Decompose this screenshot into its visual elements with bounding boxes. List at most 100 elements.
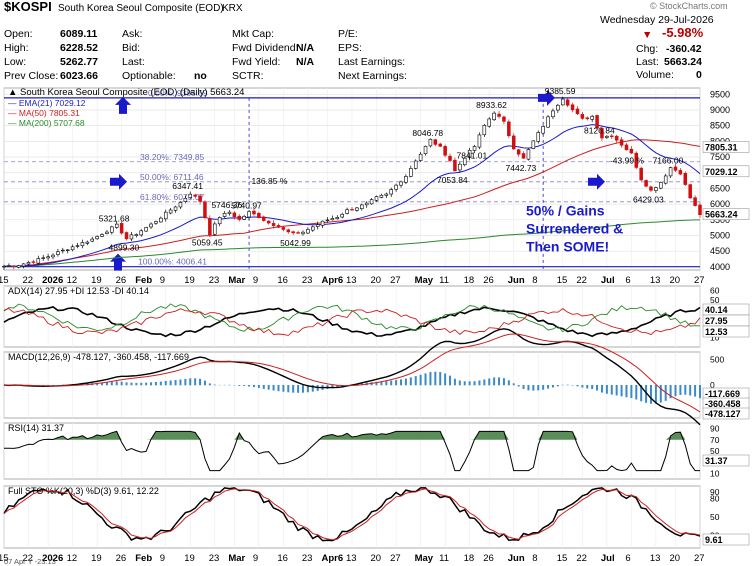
- candle: [266, 220, 271, 224]
- chg-value: -360.42: [666, 43, 702, 55]
- macd-histogram-bar: [522, 385, 525, 390]
- x-tick-label: 22: [23, 275, 34, 286]
- macd-histogram-bar: [272, 385, 275, 391]
- candle: [487, 118, 491, 127]
- candle: [154, 221, 158, 224]
- minus-di-line: [3, 308, 701, 336]
- x-tick-label: Mar: [228, 275, 245, 286]
- candle: [497, 113, 501, 117]
- chart-name: South Korea Seoul Composite (EOD): [58, 3, 224, 14]
- x-tick-label: 19: [91, 275, 102, 286]
- candle: [448, 155, 452, 161]
- rsi-line: [4, 430, 700, 472]
- pct-annotation: -43.99 %: [610, 156, 644, 166]
- candle: [605, 135, 609, 138]
- pct-change: -5.98%: [662, 25, 704, 40]
- rsi-badge: 31.37: [705, 456, 728, 466]
- macd-histogram-bar: [257, 385, 260, 388]
- x-tick-label: 18: [464, 553, 475, 564]
- y-tick-label: 4500: [710, 246, 730, 256]
- macd-histogram-bar: [203, 380, 206, 386]
- macd-histogram-bar: [674, 385, 677, 397]
- macd-histogram-bar: [620, 385, 623, 397]
- candle: [208, 218, 212, 236]
- macd-histogram-bar: [659, 385, 662, 403]
- macd-histogram-bar: [478, 380, 481, 386]
- x-tick-label: 12: [67, 275, 78, 286]
- x-tick-label: 22: [23, 553, 34, 564]
- x-tick-label: 22: [576, 553, 587, 564]
- macd-histogram-bar: [243, 385, 246, 387]
- candle: [693, 197, 697, 206]
- macd-histogram-bar: [635, 385, 638, 400]
- x-tick-label: 20: [371, 275, 382, 286]
- macd-histogram-bar: [336, 385, 339, 388]
- y-tick-label: 4000: [710, 262, 730, 272]
- candle: [7, 265, 11, 267]
- x-tick-label: 13: [346, 275, 357, 286]
- candle: [458, 163, 462, 171]
- fib-label: 61.80%: 6073.07: [140, 192, 205, 202]
- candle: [213, 223, 217, 235]
- candle: [546, 116, 550, 128]
- candle: [149, 223, 153, 228]
- candle: [443, 146, 447, 156]
- candle: [257, 213, 261, 218]
- macd-histogram-bar: [404, 378, 407, 386]
- up-arrow-icon: [110, 253, 126, 271]
- candle: [21, 263, 26, 267]
- macd-histogram-bar: [189, 378, 192, 386]
- macd-histogram-bar: [576, 385, 579, 387]
- adx-badge: 12.53: [705, 327, 728, 337]
- quote-date: Wednesday 29-Jul-2026: [600, 14, 714, 26]
- macd-histogram-bar: [581, 385, 584, 388]
- macd-histogram-bar: [174, 380, 177, 386]
- candle: [610, 135, 614, 137]
- fib-label: 100.00%: 4006.41: [138, 257, 207, 267]
- candle: [453, 159, 457, 172]
- macd-histogram-bar: [125, 382, 128, 386]
- macd-histogram-bar: [414, 376, 417, 386]
- candle: [271, 223, 276, 226]
- candle: [551, 110, 555, 118]
- macd-histogram-bar: [463, 381, 466, 386]
- x-tick-label: 9: [253, 275, 258, 286]
- ma50-badge-box: [702, 141, 750, 153]
- x-tick-label: 27: [390, 553, 401, 564]
- exchange: KRX: [222, 3, 243, 14]
- macd-histogram-bar: [493, 377, 496, 386]
- macd-histogram-bar: [277, 385, 280, 392]
- x-tick-label: 9: [253, 553, 258, 564]
- macd-histogram-bar: [390, 380, 393, 386]
- macd-histogram-bar: [502, 378, 505, 386]
- candle: [306, 229, 310, 234]
- callout-text: Surrendered &: [526, 220, 623, 236]
- candle: [203, 201, 207, 219]
- candle: [311, 226, 315, 231]
- stat-label: High:: [4, 42, 29, 54]
- candle: [124, 232, 129, 240]
- x-tick-label: Jul: [601, 553, 615, 564]
- fib-label: 38.20%: 7349.85: [140, 152, 205, 162]
- candle: [90, 238, 94, 242]
- candle: [384, 193, 389, 196]
- macd-histogram-bar: [684, 385, 687, 395]
- macd-histogram-bar: [282, 385, 285, 392]
- macd-histogram-bar: [331, 385, 334, 389]
- candle: [462, 157, 467, 166]
- last-value: 5663.24: [664, 56, 702, 68]
- stat-value: 6089.11: [60, 28, 98, 40]
- macd-histogram-bar: [527, 385, 530, 391]
- x-tick-label: 11: [439, 275, 449, 286]
- candle: [46, 256, 50, 259]
- x-tick-label: 13: [346, 553, 357, 564]
- candle: [188, 193, 193, 198]
- y-tick-label: 7500: [710, 152, 730, 162]
- price-annotation: 5321.68: [99, 213, 130, 223]
- stat-value: N/A: [296, 42, 315, 54]
- macd-histogram-bar: [689, 385, 692, 396]
- macd-histogram-bar: [179, 379, 182, 386]
- price-annotation: 5746.36: [211, 200, 242, 210]
- x-tick-label: 27: [694, 553, 705, 564]
- fib-label: 0.00%: 9385.59: [148, 88, 208, 98]
